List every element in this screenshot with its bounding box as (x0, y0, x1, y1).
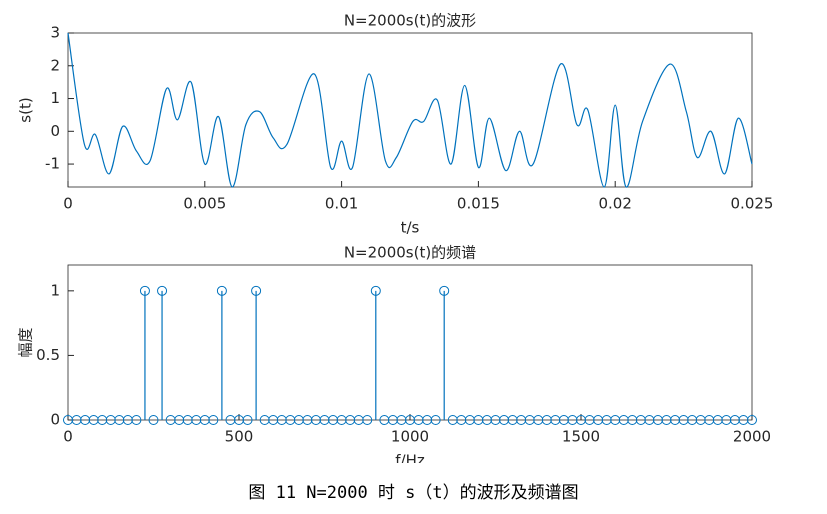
stem-marker (362, 415, 373, 425)
x-axis-label: f/Hz (395, 452, 425, 464)
stem-marker (208, 415, 219, 425)
stem-marker (370, 285, 381, 296)
y-tick-label: 3 (50, 24, 60, 42)
signal-line (67, 32, 753, 188)
x-tick-label: 1500 (562, 428, 600, 446)
y-tick-label: -1 (45, 155, 60, 173)
x-tick-label: 0.005 (183, 195, 226, 213)
chart-title: N=2000s(t)的频谱 (344, 244, 476, 262)
y-tick-label: 1 (50, 281, 60, 299)
stem-marker (242, 415, 253, 425)
y-tick-label: 0 (50, 122, 60, 140)
stem-marker (148, 415, 159, 425)
stem-marker (139, 285, 150, 296)
x-tick-label: 0.01 (325, 195, 358, 213)
y-tick-label: 0.5 (36, 346, 60, 364)
chart-title: N=2000s(t)的波形 (344, 12, 476, 30)
stem-marker (439, 285, 450, 296)
x-tick-label: 500 (225, 428, 254, 446)
x-tick-label: 0.025 (731, 195, 774, 213)
stem-marker (131, 415, 142, 425)
x-tick-label: 0 (63, 428, 73, 446)
x-tick-label: 0.02 (598, 195, 631, 213)
y-tick-label: 2 (50, 56, 60, 74)
y-axis-label: 幅度 (17, 327, 35, 357)
x-axis-label: t/s (401, 219, 420, 237)
plot-area (67, 32, 753, 188)
y-tick-label: 1 (50, 89, 60, 107)
caption: 图 11 N=2000 时 s（t）的波形及频谱图 (248, 483, 579, 503)
stem-marker (747, 415, 757, 425)
y-axis-label: s(t) (17, 97, 35, 122)
stem-marker (251, 285, 262, 296)
y-tick-label: 0 (50, 411, 60, 429)
plot-area (67, 264, 753, 421)
stem-marker (216, 285, 227, 296)
x-tick-label: 0 (63, 195, 73, 213)
stem-marker (157, 285, 168, 296)
figure: N=2000s(t)的波形 t/s s(t) 0 0.005 0.01 0.015 0.02 0… (17, 12, 774, 470)
x-tick-label: 2000 (733, 428, 771, 446)
stem-marker (430, 415, 441, 425)
x-tick-label: 1000 (391, 428, 429, 446)
x-tick-label: 0.015 (457, 195, 500, 213)
